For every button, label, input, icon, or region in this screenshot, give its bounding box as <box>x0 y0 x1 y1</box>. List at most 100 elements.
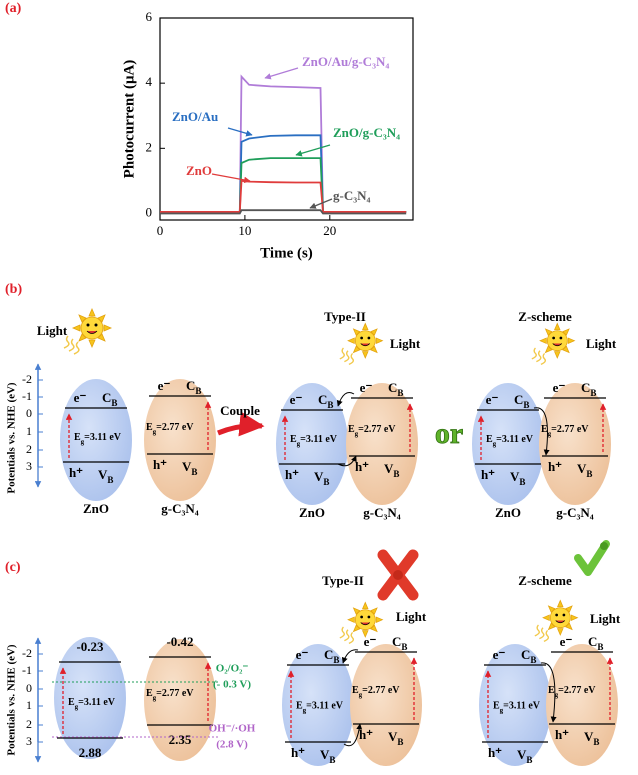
band-ellipse <box>350 644 422 766</box>
band-gap-part: E <box>68 697 75 708</box>
band-ellipse <box>276 383 348 505</box>
band-gap-sub: g <box>297 440 301 448</box>
vb-label-part: V <box>510 469 520 484</box>
electron-label: e⁻ <box>560 634 573 649</box>
y-tick-label: 2 <box>146 139 153 154</box>
energy-tick-label: -2 <box>22 372 32 386</box>
cb-label-sub: B <box>530 655 536 665</box>
band-gap: Eg=3.11 eV <box>493 701 541 714</box>
vb-label: VB <box>584 729 599 747</box>
band-gap-part: =3.11 eV <box>78 697 116 708</box>
electron-label: e⁻ <box>553 380 566 395</box>
energy-tick-label: 3 <box>26 459 32 473</box>
cb-label: CB <box>514 392 529 410</box>
band-gap-part: E <box>548 685 555 696</box>
energy-tick-label: -1 <box>22 389 32 403</box>
band-gap-part: =2.77 eV <box>551 424 589 435</box>
electron-label: e⁻ <box>296 647 309 662</box>
panel-label: (b) <box>5 282 22 297</box>
vb-label: VB <box>384 461 399 479</box>
transfer-arrow <box>533 407 550 456</box>
cb-label-part: C <box>186 378 195 393</box>
energy-tick-label: 1 <box>26 424 32 438</box>
vb-label-sub: B <box>593 737 599 747</box>
light-label: Light <box>396 609 427 624</box>
energy-tick-label: -2 <box>22 646 32 660</box>
cb-label-sub: B <box>397 388 403 398</box>
band-gap-part: E <box>290 434 297 445</box>
vb-label-part: V <box>320 747 330 762</box>
vb-potential: 2.88 <box>79 745 102 760</box>
cb-label-sub: B <box>195 386 201 396</box>
cb-label-part: C <box>514 392 523 407</box>
couple-label: Couple <box>220 403 260 418</box>
label-arrow <box>309 198 333 209</box>
material-label: g-C₃N₄ <box>556 505 594 520</box>
scheme-title: Z-scheme <box>518 309 572 324</box>
cb-label-part: C <box>588 634 597 649</box>
band-ellipse <box>472 383 544 505</box>
cb-label: CB <box>392 634 407 652</box>
cb-label-sub: B <box>597 642 603 652</box>
band-gap: Eg=2.77 eV <box>541 424 589 437</box>
energy-tick-label: 1 <box>26 698 32 712</box>
band-gap-part: =2.77 eV <box>358 424 396 435</box>
cb-label: CB <box>521 647 536 665</box>
redox-label: O₂/O₂⁻ <box>216 663 249 675</box>
cb-label-sub: B <box>327 400 333 410</box>
vb-label-sub: B <box>107 475 113 485</box>
cb-label-part: C <box>102 390 111 405</box>
band-gap-part: =3.11 eV <box>496 434 534 445</box>
cb-potential: -0.42 <box>166 634 193 649</box>
x-axis-title: Time (s) <box>260 245 313 261</box>
panel-label: (a) <box>5 1 22 16</box>
transfer-arrow <box>341 649 359 664</box>
sun-icon <box>531 322 576 366</box>
couple-arrow <box>217 411 265 437</box>
hole-label: h⁺ <box>69 465 83 480</box>
band-ellipse <box>60 379 132 501</box>
band-gap-part: =2.77 eV <box>362 685 400 696</box>
band-gap-sub: g <box>355 430 359 438</box>
band-gap: Eg=3.11 eV <box>74 432 122 445</box>
band-gap: Eg=3.11 eV <box>290 434 338 447</box>
scheme-title: Type-II <box>324 309 366 324</box>
band-gap-part: =3.11 eV <box>503 701 541 712</box>
vb-label-sub: B <box>397 737 403 747</box>
x-tick-label: 20 <box>323 223 336 238</box>
label-arrow <box>295 144 331 157</box>
band-ellipse <box>144 379 216 501</box>
band-gap-part: E <box>493 701 500 712</box>
band-ellipse <box>479 644 551 766</box>
hole-label: h⁺ <box>291 745 305 760</box>
scheme-title: Type-II <box>322 573 364 588</box>
y-tick-label: 6 <box>146 9 153 24</box>
cb-label-sub: B <box>590 388 596 398</box>
redox-potential: (2.8 V) <box>216 739 248 751</box>
energy-tick-label: 2 <box>26 442 32 456</box>
transfer-arrow <box>540 662 557 723</box>
band-gap: Eg=2.77 eV <box>348 424 396 437</box>
hole-label: h⁺ <box>285 467 299 482</box>
vb-label: VB <box>182 459 197 477</box>
band-gap-part: =2.77 eV <box>156 688 194 699</box>
label-arrow <box>227 127 253 137</box>
cb-label: CB <box>588 634 603 652</box>
hole-label: h⁺ <box>355 459 369 474</box>
hole-label: h⁺ <box>488 745 502 760</box>
band-gap-part: E <box>74 432 81 443</box>
material-label: ZnO <box>495 505 521 520</box>
band-gap-sub: g <box>75 703 79 711</box>
plot-frame <box>159 17 414 221</box>
electron-label: e⁻ <box>74 390 87 405</box>
cb-label: CB <box>318 392 333 410</box>
series-label: g-C₃N₄ <box>333 188 371 203</box>
band-gap-part: =3.11 eV <box>306 701 344 712</box>
vb-label-sub: B <box>323 477 329 487</box>
light-label: Light <box>586 336 617 351</box>
band-gap-part: E <box>348 424 355 435</box>
material-label: ZnO <box>83 501 109 516</box>
cb-label-sub: B <box>333 655 339 665</box>
check-icon <box>574 540 610 576</box>
vb-label-part: V <box>577 461 587 476</box>
